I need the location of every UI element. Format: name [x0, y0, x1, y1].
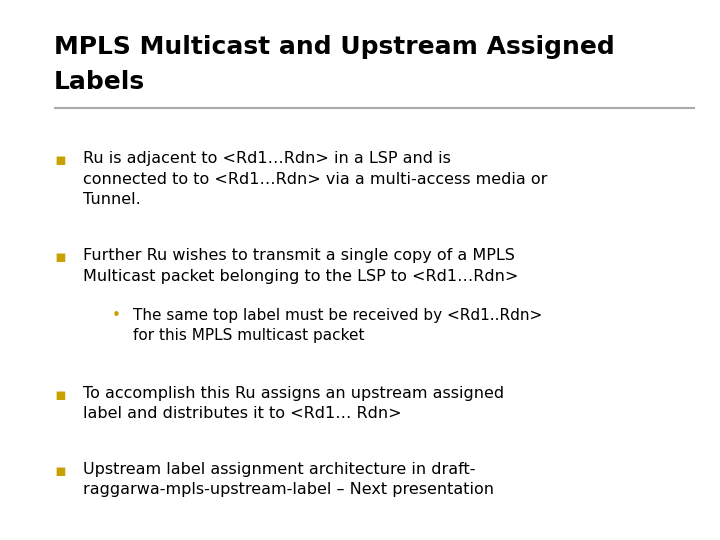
Text: Further Ru wishes to transmit a single copy of a MPLS
Multicast packet belonging: Further Ru wishes to transmit a single c… — [83, 248, 518, 284]
Text: To accomplish this Ru assigns an upstream assigned
label and distributes it to <: To accomplish this Ru assigns an upstrea… — [83, 386, 504, 422]
Text: The same top label must be received by <Rd1..Rdn>
for this MPLS multicast packet: The same top label must be received by <… — [133, 308, 542, 343]
Text: ▪: ▪ — [54, 462, 66, 480]
Text: Ru is adjacent to <Rd1…Rdn> in a LSP and is
connected to to <Rd1…Rdn> via a mult: Ru is adjacent to <Rd1…Rdn> in a LSP and… — [83, 151, 547, 207]
Text: ▪: ▪ — [54, 248, 66, 266]
Text: •: • — [112, 308, 120, 323]
Text: Upstream label assignment architecture in draft-
raggarwa-mpls-upstream-label – : Upstream label assignment architecture i… — [83, 462, 494, 497]
Text: ▪: ▪ — [54, 151, 66, 169]
Text: ▪: ▪ — [54, 386, 66, 404]
Text: MPLS Multicast and Upstream Assigned: MPLS Multicast and Upstream Assigned — [54, 35, 615, 59]
Text: Labels: Labels — [54, 70, 145, 94]
